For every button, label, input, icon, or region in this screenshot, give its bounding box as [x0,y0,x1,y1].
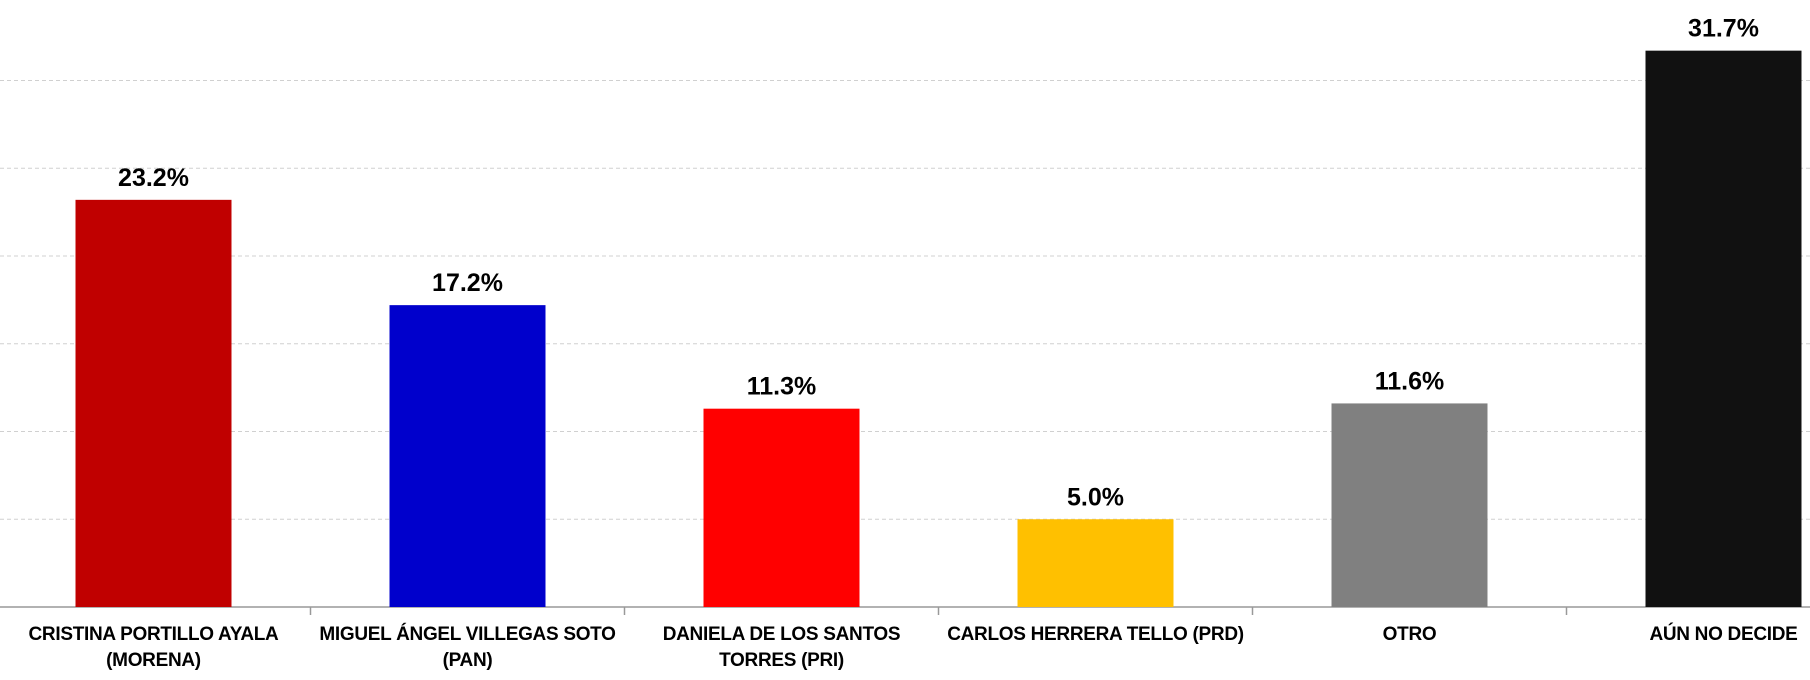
bar [1017,519,1174,607]
value-label: 17.2% [432,269,503,297]
bar [1331,403,1488,607]
bar [1645,50,1802,608]
x-tick-label: AÚN NO DECIDE [1649,624,1798,645]
x-tick-label: MIGUEL ÁNGEL VILLEGAS SOTO (PAN) [319,624,616,671]
x-tick-label: OTRO [1382,624,1437,645]
value-label: 23.2% [118,164,189,192]
x-tick-label: CRISTINA PORTILLO AYALA (MORENA) [28,624,279,671]
x-tick-label: DANIELA DE LOS SANTOS TORRES (PRI) [662,624,901,671]
bar [75,199,232,607]
value-label: 11.6% [1375,367,1445,395]
bar [703,408,860,607]
value-label: 11.3% [747,373,817,401]
bar [389,305,546,607]
value-label: 31.7% [1688,15,1759,43]
value-label: 5.0% [1067,483,1124,511]
x-tick-label: CARLOS HERRERA TELLO (PRD) [947,624,1244,645]
